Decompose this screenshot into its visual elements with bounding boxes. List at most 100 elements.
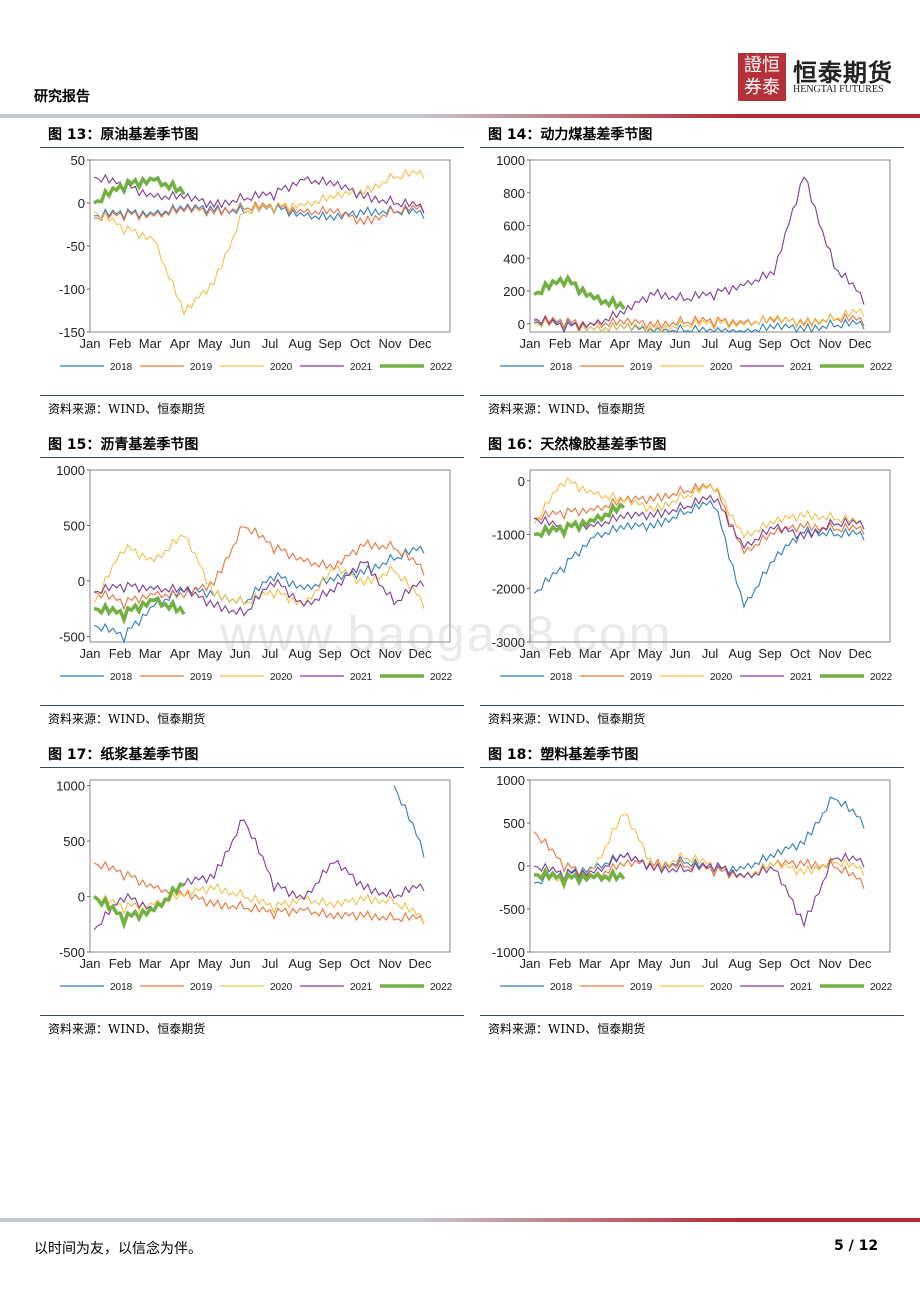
y-tick-label: 0	[78, 890, 85, 905]
x-tick-label: Jul	[702, 956, 719, 971]
figure-title: 图 15：沥青基差季节图	[48, 437, 199, 453]
series-2021-line	[533, 176, 865, 334]
x-tick-label: Apr	[170, 336, 191, 351]
source-note: 资料来源：WIND、恒泰期货	[488, 1022, 646, 1036]
series-2018-line	[533, 499, 865, 609]
x-tick-label: Oct	[790, 646, 811, 661]
source-rule	[40, 395, 464, 396]
x-tick-label: Apr	[170, 646, 191, 661]
legend-label: 2019	[190, 982, 213, 993]
x-tick-label: Jul	[702, 336, 719, 351]
y-tick-label: -100	[59, 282, 85, 297]
y-tick-label: 500	[503, 816, 525, 831]
x-tick-label: Mar	[139, 646, 162, 661]
x-tick-label: Feb	[109, 646, 131, 661]
legend-label: 2018	[550, 982, 573, 993]
legend-label: 2022	[870, 362, 893, 373]
figure-rule	[40, 147, 464, 148]
series-2021-line	[93, 819, 425, 931]
x-tick-label: May	[198, 336, 223, 351]
source-rule	[480, 395, 904, 396]
plot-frame	[529, 779, 891, 953]
x-tick-label: Oct	[790, 336, 811, 351]
series-2019-line	[93, 200, 425, 226]
company-logo: 證恒 券泰 恒泰期货 HENGTAI FUTURES	[738, 53, 898, 101]
x-tick-label: Oct	[350, 336, 371, 351]
series-2019-line	[93, 860, 425, 925]
series-2022-line	[533, 502, 626, 540]
legend-label: 2018	[110, 362, 133, 373]
logo-english-name: HENGTAI FUTURES	[793, 84, 884, 95]
x-tick-label: Jun	[670, 646, 691, 661]
x-tick-label: Sep	[318, 336, 341, 351]
y-tick-label: 500	[63, 518, 85, 533]
x-tick-label: Jun	[230, 336, 251, 351]
series-2019-line	[533, 482, 865, 555]
y-tick-label: 400	[503, 251, 525, 266]
x-tick-label: Sep	[758, 336, 781, 351]
x-tick-label: Jul	[702, 646, 719, 661]
figure-title: 图 18：塑料基差季节图	[488, 747, 639, 763]
plot-frame	[529, 469, 891, 643]
x-tick-label: Jun	[230, 956, 251, 971]
series-2020-line	[93, 882, 425, 925]
x-tick-label: Jun	[230, 646, 251, 661]
header-rule	[0, 114, 920, 118]
source-note: 资料来源：WIND、恒泰期货	[488, 402, 646, 416]
series-2022-line	[93, 595, 186, 625]
legend-label: 2021	[790, 362, 813, 373]
series-2021-line	[93, 173, 425, 214]
series-2021-line	[533, 494, 865, 550]
plot-frame	[529, 159, 891, 333]
x-tick-label: Aug	[288, 336, 311, 351]
y-tick-label: -150	[59, 325, 85, 340]
source-rule	[480, 1015, 904, 1016]
legend-label: 2020	[270, 982, 293, 993]
series-2022-line	[92, 881, 185, 930]
x-tick-label: Jun	[670, 336, 691, 351]
legend-label: 2020	[710, 672, 733, 683]
legend-label: 2022	[430, 982, 453, 993]
y-tick-label: 50	[71, 153, 85, 168]
legend-label: 2021	[350, 672, 373, 683]
logo-chinese-name: 恒泰期货	[793, 59, 893, 87]
x-tick-label: Dec	[848, 956, 872, 971]
plot-frame	[89, 469, 451, 643]
x-tick-label: Apr	[610, 646, 631, 661]
plot-frame	[89, 779, 451, 953]
legend-label: 2022	[430, 672, 453, 683]
legend-label: 2019	[630, 982, 653, 993]
page-number: 5 / 12	[834, 1238, 879, 1254]
y-tick-label: -500	[59, 629, 85, 644]
x-tick-label: Jan	[520, 956, 541, 971]
legend-label: 2022	[430, 362, 453, 373]
x-tick-label: Oct	[350, 956, 371, 971]
x-tick-label: Dec	[848, 336, 872, 351]
x-tick-label: Jul	[262, 336, 279, 351]
series-2019-line	[533, 831, 865, 889]
y-tick-label: -500	[499, 902, 525, 917]
fig18-panel: 图 18：塑料基差季节图 1000 500 0 -500 -1000 Jan Feb Mar Ap…	[480, 744, 904, 1044]
series-2020-line	[93, 168, 425, 317]
y-tick-label: -2000	[492, 581, 525, 596]
fig14-chart: 1000 800 600 400 200 0 Jan Feb Mar Apr May Jun Jul Au…	[496, 153, 893, 373]
series-2019-line	[93, 526, 425, 611]
legend-label: 2018	[550, 362, 573, 373]
figure-rule	[480, 457, 904, 458]
page-header-title: 研究报告	[34, 89, 90, 105]
x-tick-label: Feb	[109, 336, 131, 351]
x-tick-label: Apr	[610, 956, 631, 971]
x-tick-label: Nov	[818, 646, 842, 661]
series-2020-line	[533, 476, 865, 539]
y-tick-label: 1000	[496, 153, 525, 168]
y-tick-label: 0	[78, 574, 85, 589]
legend-label: 2021	[790, 982, 813, 993]
x-tick-label: Sep	[318, 956, 341, 971]
x-tick-label: Feb	[549, 956, 571, 971]
legend-label: 2019	[190, 672, 213, 683]
x-tick-label: Aug	[728, 956, 751, 971]
x-tick-label: Mar	[139, 956, 162, 971]
